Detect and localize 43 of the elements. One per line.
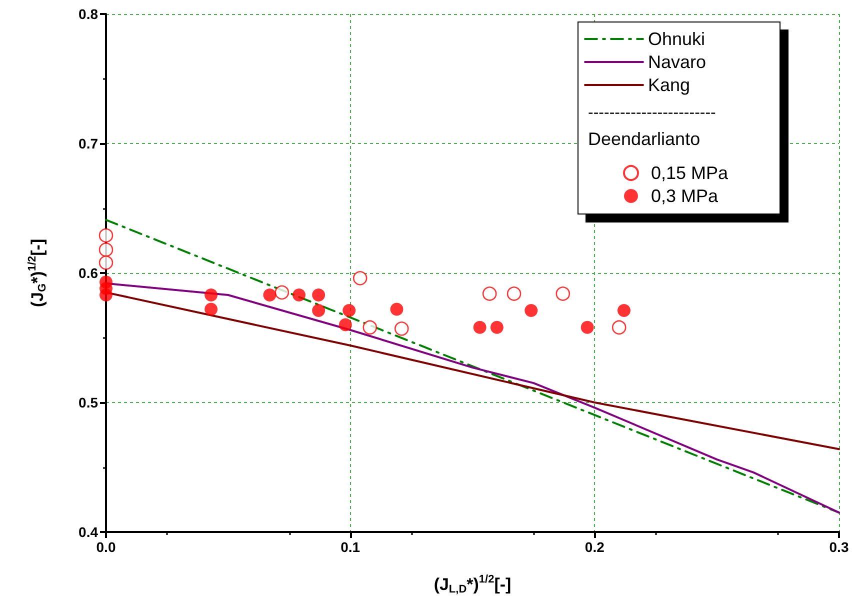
point <box>338 318 352 332</box>
y-tick-label: 0.8 <box>78 6 98 22</box>
point <box>482 286 497 301</box>
point <box>98 255 114 270</box>
point <box>352 271 368 286</box>
point <box>312 304 326 318</box>
point <box>506 286 522 301</box>
y-tick-label: 0.6 <box>78 265 98 281</box>
annotation: ------------------------ <box>588 104 716 122</box>
legend-label: 0,15 MPa <box>651 163 730 183</box>
legend-label: Navaro <box>648 52 706 72</box>
x-tick-label: 0.0 <box>96 539 116 555</box>
point <box>263 288 276 302</box>
point <box>362 320 378 335</box>
point <box>98 242 114 257</box>
point <box>612 320 626 335</box>
point <box>204 302 218 316</box>
point <box>100 288 112 302</box>
point <box>473 320 486 334</box>
point <box>390 302 404 316</box>
y-tick-label: 0.7 <box>78 136 98 152</box>
legend-label: Ohnuki <box>648 29 706 49</box>
point <box>98 228 114 243</box>
point <box>312 288 326 302</box>
point <box>618 304 630 318</box>
x-tick-label: 0.3 <box>829 539 849 555</box>
legend-label: Kang <box>648 75 690 95</box>
x-tick-label: 0.1 <box>340 539 360 555</box>
point <box>394 322 409 336</box>
point <box>490 320 504 334</box>
y-tick-label: 0.5 <box>78 394 98 410</box>
point <box>524 304 538 318</box>
y-tick-label: 0.4 <box>78 524 98 540</box>
point <box>274 285 290 300</box>
x-tick-label: 0.2 <box>584 539 605 555</box>
y-axis-title: (JG*)1/2[-] <box>26 238 48 308</box>
point <box>204 288 218 302</box>
point <box>292 288 306 302</box>
point <box>580 320 594 334</box>
point <box>556 286 570 301</box>
legend-label: 0,3 MPa <box>651 186 720 206</box>
legend-title: Deendarlianto <box>588 129 700 149</box>
point <box>342 304 356 318</box>
